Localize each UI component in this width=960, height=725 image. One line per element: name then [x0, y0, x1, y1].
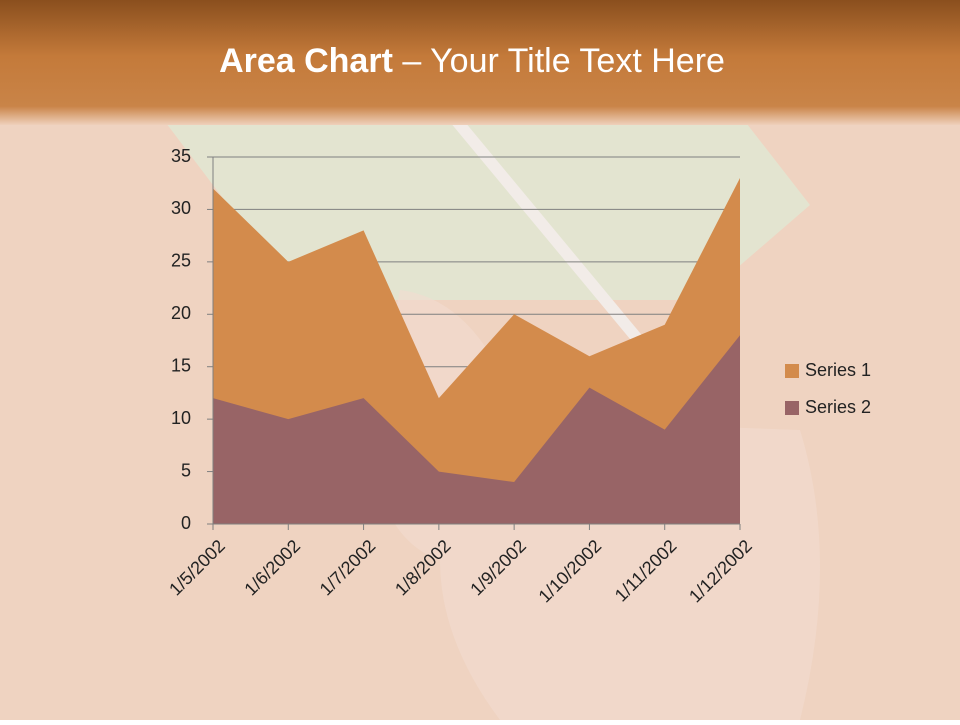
legend-swatch: [785, 364, 799, 378]
y-tick-label: 20: [171, 303, 191, 323]
title-bold: Area Chart: [219, 42, 393, 80]
y-tick-label: 35: [171, 146, 191, 166]
y-tick-label: 15: [171, 355, 191, 375]
y-tick-label: 0: [181, 513, 191, 533]
title-bar: [0, 0, 960, 125]
y-tick-label: 30: [171, 198, 191, 218]
legend-swatch: [785, 401, 799, 415]
area: [213, 335, 740, 524]
legend-label: Series 2: [805, 397, 871, 417]
y-tick-label: 5: [181, 460, 191, 480]
background-stripe: [440, 110, 650, 345]
title: Area Chart – Your Title Text Here: [219, 42, 725, 80]
title-rest: – Your Title Text Here: [402, 42, 725, 80]
y-tick-label: 10: [171, 408, 191, 428]
y-tick-label: 25: [171, 251, 191, 271]
legend-label: Series 1: [805, 360, 871, 380]
